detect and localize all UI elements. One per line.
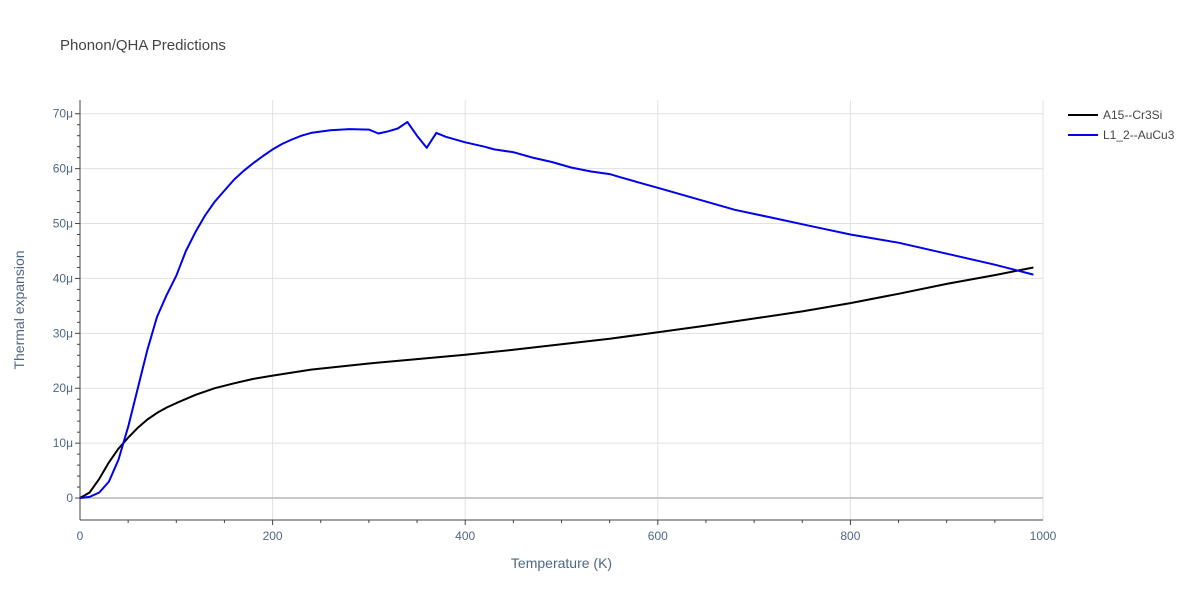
- grid: [80, 100, 1044, 520]
- series-line-1: [79, 266, 1034, 499]
- y-tick-label: 0: [66, 491, 73, 505]
- series-group: [79, 121, 1034, 499]
- x-tick-label: 400: [455, 529, 475, 543]
- legend-label: A15--Cr3Si: [1103, 108, 1162, 122]
- y-tick-label: 60μ: [53, 162, 73, 176]
- y-tick-label: 10μ: [53, 436, 73, 450]
- legend[interactable]: A15--Cr3Si L1_2--AuCu3: [1068, 108, 1175, 142]
- y-tick-label: 70μ: [53, 107, 73, 121]
- y-tick-label: 40μ: [53, 271, 73, 285]
- y-axis-title: Thermal expansion: [11, 250, 27, 369]
- series-line-2: [79, 121, 1034, 499]
- legend-label: L1_2--AuCu3: [1103, 128, 1175, 142]
- x-tick-label: 200: [263, 529, 283, 543]
- x-axis-title: Temperature (K): [511, 555, 612, 571]
- x-tick-label: 600: [648, 529, 668, 543]
- y-tick-label: 50μ: [53, 217, 73, 231]
- legend-item-1[interactable]: A15--Cr3Si: [1068, 108, 1162, 122]
- chart-title: Phonon/QHA Predictions: [60, 37, 226, 54]
- legend-item-2[interactable]: L1_2--AuCu3: [1068, 128, 1175, 142]
- axes: 0 200 400 600 800 1000 0 10μ 20μ 30μ 40μ 50μ 60μ 70μ: [53, 100, 1057, 543]
- y-tick-label: 20μ: [53, 381, 73, 395]
- y-tick-label: 30μ: [53, 326, 73, 340]
- x-tick-label: 1000: [1030, 529, 1057, 543]
- x-tick-label: 800: [840, 529, 860, 543]
- x-tick-label: 0: [77, 529, 84, 543]
